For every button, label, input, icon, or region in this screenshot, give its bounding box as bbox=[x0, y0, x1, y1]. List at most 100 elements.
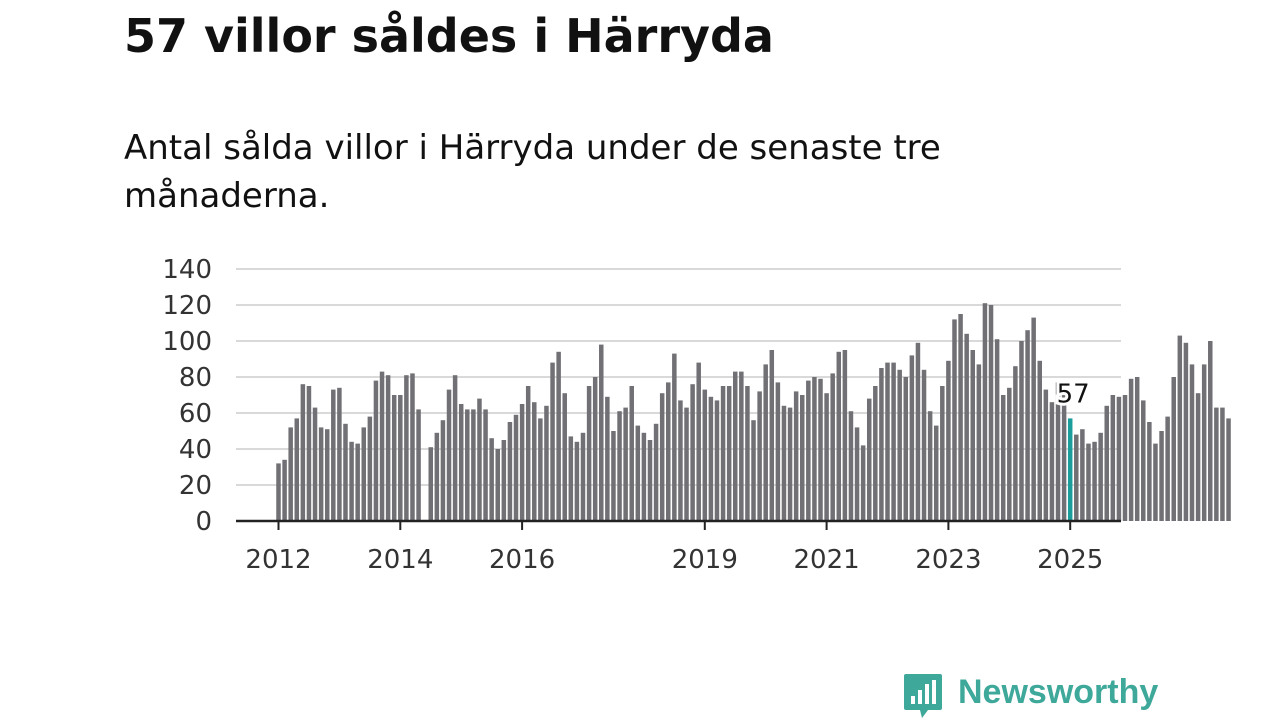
bar bbox=[1007, 387, 1012, 521]
x-tick-label: 2016 bbox=[489, 545, 555, 575]
bar bbox=[495, 449, 500, 521]
bar-highlight bbox=[1067, 418, 1073, 521]
bar bbox=[1201, 364, 1207, 521]
bar bbox=[355, 443, 360, 521]
bar bbox=[318, 427, 324, 521]
bar bbox=[452, 375, 458, 521]
bar bbox=[958, 314, 963, 521]
bar bbox=[550, 362, 555, 521]
bar bbox=[733, 371, 738, 521]
bar bbox=[830, 373, 835, 521]
bar bbox=[873, 386, 878, 521]
bar bbox=[349, 441, 354, 521]
bar bbox=[940, 386, 945, 521]
bar bbox=[1055, 382, 1061, 521]
bar bbox=[574, 441, 580, 521]
bar bbox=[276, 463, 281, 521]
bar bbox=[525, 386, 531, 521]
chart-bars bbox=[276, 303, 1231, 521]
bar bbox=[629, 386, 634, 521]
bar bbox=[720, 386, 726, 521]
bar bbox=[373, 380, 379, 521]
bar bbox=[690, 384, 695, 521]
bar bbox=[1013, 366, 1018, 521]
bar bbox=[1226, 418, 1231, 521]
bar bbox=[885, 362, 890, 521]
bar bbox=[952, 319, 957, 521]
bar bbox=[1061, 391, 1067, 521]
bar bbox=[684, 407, 689, 521]
y-axis: 0 20 40 60 80 100 120 140 bbox=[162, 255, 212, 537]
bar bbox=[787, 407, 793, 521]
bar bbox=[306, 386, 312, 521]
y-tick-label: 80 bbox=[179, 363, 212, 393]
bar bbox=[288, 427, 293, 521]
bar bbox=[294, 418, 300, 521]
bar bbox=[763, 364, 768, 521]
bar bbox=[714, 400, 720, 521]
bar bbox=[976, 364, 982, 521]
x-tick-label: 2025 bbox=[1037, 545, 1103, 575]
bar bbox=[458, 404, 464, 521]
y-tick-label: 40 bbox=[179, 435, 212, 465]
bar bbox=[599, 344, 604, 521]
bar bbox=[519, 404, 525, 521]
bar bbox=[1189, 364, 1195, 521]
bar bbox=[866, 398, 872, 521]
bar bbox=[1165, 416, 1170, 521]
bar bbox=[282, 459, 287, 521]
bar bbox=[1104, 405, 1109, 521]
bar bbox=[781, 405, 787, 521]
bar bbox=[1122, 395, 1128, 521]
brand-name: Newsworthy bbox=[958, 673, 1159, 711]
bar bbox=[909, 355, 915, 521]
y-tick-label: 120 bbox=[162, 291, 212, 321]
bar bbox=[617, 411, 622, 521]
bar bbox=[659, 393, 665, 521]
bar bbox=[1159, 431, 1164, 521]
x-tick-label: 2023 bbox=[915, 545, 981, 575]
bar bbox=[483, 409, 488, 521]
bar bbox=[428, 447, 433, 521]
bar bbox=[385, 375, 391, 521]
bar bbox=[605, 396, 610, 521]
bar bbox=[1141, 400, 1146, 521]
bar bbox=[1177, 335, 1183, 521]
bar bbox=[1025, 330, 1030, 521]
y-tick-label: 20 bbox=[179, 471, 212, 501]
bar bbox=[343, 423, 348, 521]
bar bbox=[532, 402, 537, 521]
bar bbox=[623, 407, 628, 521]
bar bbox=[586, 386, 592, 521]
bar bbox=[580, 432, 586, 521]
y-tick-label: 0 bbox=[195, 507, 212, 537]
bar bbox=[879, 368, 884, 521]
bar bbox=[562, 393, 567, 521]
bar bbox=[434, 432, 440, 521]
bar bbox=[860, 445, 866, 521]
bar bbox=[440, 420, 446, 521]
bar bbox=[324, 429, 330, 521]
bar bbox=[775, 382, 781, 521]
x-tick-label: 2021 bbox=[794, 545, 860, 575]
bar bbox=[568, 436, 574, 521]
last-value-label: 57 bbox=[1057, 379, 1090, 409]
bar bbox=[793, 391, 799, 521]
bar bbox=[842, 350, 848, 521]
bar bbox=[1098, 432, 1103, 521]
bar bbox=[592, 377, 598, 521]
bar bbox=[745, 386, 750, 521]
bar bbox=[1074, 434, 1079, 521]
bar bbox=[964, 333, 969, 521]
bar bbox=[946, 360, 951, 521]
bar bbox=[726, 386, 732, 521]
bar bbox=[507, 422, 513, 521]
y-tick-label: 60 bbox=[179, 399, 212, 429]
bar bbox=[1134, 377, 1140, 521]
x-tick-label: 2012 bbox=[245, 545, 311, 575]
bar-chart-speech-bubble-icon bbox=[904, 674, 942, 718]
bar bbox=[806, 380, 811, 521]
bar bbox=[312, 407, 318, 521]
page-title: 57 villor såldes i Härryda bbox=[124, 9, 774, 63]
